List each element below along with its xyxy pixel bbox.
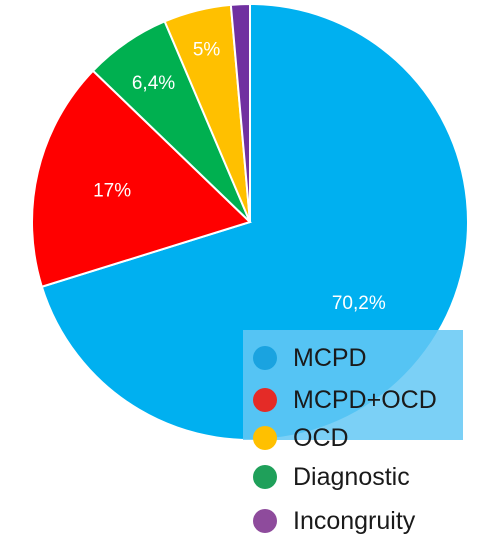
data-label-mcpd: 70,2%: [332, 293, 386, 314]
legend-item-mcpd-ocd: MCPD+OCD: [253, 383, 437, 417]
data-label-mcpd-ocd: 17%: [93, 180, 131, 201]
legend-highlight: [243, 330, 463, 440]
legend-label-diagnostic: Diagnostic: [293, 462, 410, 491]
legend-swatch-mcpd: [253, 346, 277, 370]
legend-item-diagnostic: Diagnostic: [253, 460, 410, 494]
legend-label-ocd: OCD: [293, 423, 349, 452]
pie-slice-incongruity: [229, 2, 251, 223]
data-label-diagnostic: 6,4%: [132, 73, 175, 94]
legend-swatch-mcpd-ocd: [253, 388, 277, 412]
legend-swatch-ocd: [253, 426, 277, 450]
legend-swatch-incongruity: [253, 509, 277, 533]
data-label-ocd: 5%: [193, 40, 221, 61]
legend-swatch-diagnostic: [253, 465, 277, 489]
legend-item-incongruity: Incongruity: [253, 504, 415, 538]
legend-label-mcpd: MCPD: [293, 343, 367, 372]
legend-label-incongruity: Incongruity: [293, 506, 416, 535]
legend-item-mcpd: MCPD: [253, 341, 367, 375]
pie-slice-mcpd-ocd: [31, 69, 252, 289]
legend-label-mcpd-ocd: MCPD+OCD: [293, 385, 437, 414]
legend-item-ocd: OCD: [253, 421, 349, 455]
legend: MCPD MCPD+OCD OCD Diagnostic Incongruity: [243, 330, 463, 548]
pie-data-labels: 70,2% 17% 6,4% 5%: [93, 40, 386, 315]
